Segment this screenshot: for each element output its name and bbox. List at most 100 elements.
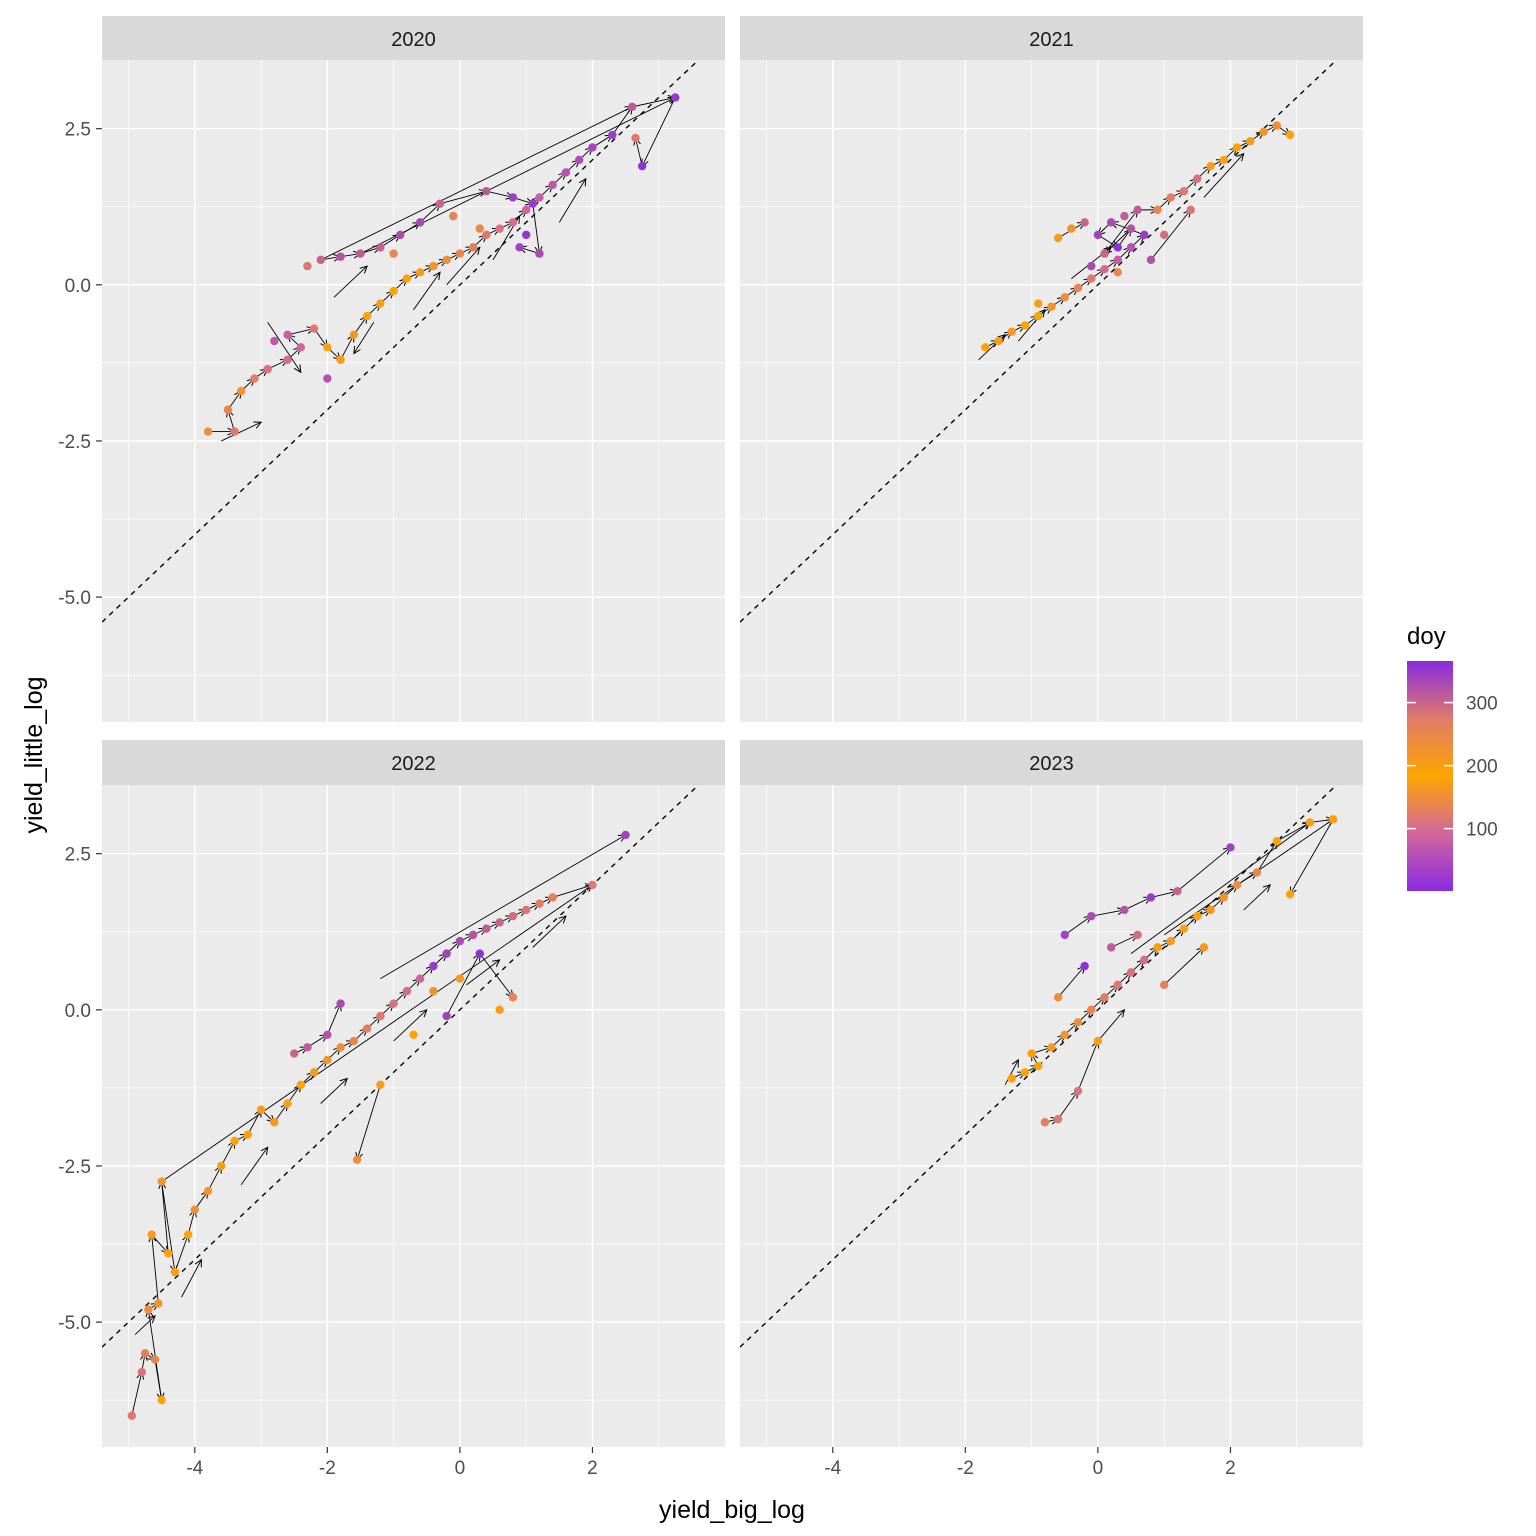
data-point [508, 911, 518, 921]
data-point [548, 180, 557, 190]
data-point [336, 355, 345, 364]
data-point [495, 918, 504, 927]
data-point [1179, 186, 1189, 196]
path-arrow [446, 954, 480, 1017]
data-point [1087, 911, 1096, 921]
data-point [1133, 930, 1142, 940]
data-point [628, 102, 637, 112]
data-point [309, 324, 319, 333]
data-point [290, 1049, 299, 1058]
x-tick-label: 2 [1225, 1458, 1236, 1479]
path-arrow [174, 1235, 188, 1273]
path-arrow [221, 422, 261, 442]
data-point [415, 218, 425, 227]
facet-strip-label: 2021 [1029, 29, 1074, 51]
data-point [1106, 218, 1116, 227]
facet-strip [102, 16, 725, 60]
y-tick-label: 0.0 [65, 276, 91, 297]
data-point [1087, 1005, 1096, 1015]
data-point [349, 1036, 359, 1046]
path-arrow [240, 1147, 268, 1185]
data-point [1120, 905, 1129, 915]
legend-colorbar [1407, 661, 1453, 891]
data-points [981, 121, 1295, 352]
data-point [1140, 955, 1149, 965]
data-point [1146, 893, 1156, 902]
data-point [1113, 243, 1122, 252]
data-point [127, 1411, 137, 1420]
facet-strip-label: 2022 [391, 753, 436, 775]
data-point [236, 386, 246, 396]
data-point [1040, 1118, 1050, 1127]
legend-label: 100 [1466, 820, 1498, 841]
path-arrow [1104, 210, 1138, 254]
data-point [1007, 327, 1016, 336]
facet-strip-label: 2020 [391, 29, 436, 51]
data-point [1073, 1018, 1083, 1027]
path-arrow [1203, 154, 1244, 198]
data-point [482, 186, 491, 196]
data-point [1252, 868, 1262, 877]
data-point [442, 949, 451, 958]
y-tick-label: 2.5 [65, 845, 91, 866]
data-point [574, 155, 584, 165]
data-point [157, 1395, 166, 1405]
data-point [1027, 1049, 1036, 1058]
data-point [376, 299, 385, 308]
data-point [402, 986, 412, 996]
data-point [1285, 130, 1295, 140]
path-arrow [532, 203, 540, 254]
path-arrow [1077, 1041, 1098, 1092]
reference-line-identity [102, 785, 700, 1348]
data-point [455, 936, 465, 946]
data-point [1080, 218, 1089, 227]
data-point [1020, 1068, 1030, 1077]
path-arrow [267, 322, 301, 372]
data-point [1100, 993, 1109, 1002]
data-point [1067, 224, 1076, 233]
data-point [1053, 993, 1063, 1002]
path-arrow [187, 1210, 195, 1235]
data-point [508, 993, 518, 1002]
panel-grid [102, 60, 725, 722]
data-point [1219, 155, 1229, 165]
data-point [190, 1205, 199, 1214]
facet-panel-2023: 2023 -4 -2 0 2 [740, 740, 1363, 1479]
data-point [1166, 936, 1175, 946]
x-axis-title: yield_big_log [659, 1496, 805, 1524]
data-point [475, 224, 484, 233]
data-point [1153, 205, 1162, 215]
y-axis-title: yield_little_log [20, 676, 48, 833]
data-point [415, 974, 425, 983]
path-arrow [247, 1110, 261, 1135]
data-point [1126, 224, 1136, 233]
legend-ticks: 100 200 300 [1407, 694, 1498, 841]
data-point [270, 1118, 279, 1127]
data-point [296, 1080, 306, 1089]
data-point [1080, 961, 1089, 971]
data-point [144, 1305, 153, 1314]
facet-strip [102, 740, 725, 785]
data-point [455, 249, 465, 258]
data-point [475, 949, 484, 958]
data-point [389, 249, 398, 258]
data-point [1126, 968, 1136, 977]
data-point [1113, 268, 1122, 277]
data-point [442, 1011, 451, 1021]
data-point [396, 230, 405, 240]
data-point [303, 1043, 312, 1052]
data-point [1100, 265, 1109, 274]
data-point [376, 1011, 385, 1021]
path-arrow [1163, 947, 1204, 986]
path-arrow [1057, 1091, 1078, 1120]
path-arrow [220, 1141, 234, 1167]
data-point [336, 999, 345, 1008]
data-point [482, 230, 491, 240]
data-point [1193, 174, 1202, 183]
data-point [356, 249, 365, 258]
data-point [1073, 1086, 1083, 1096]
data-point [671, 93, 680, 102]
data-point [1206, 161, 1215, 171]
data-point [1034, 1061, 1043, 1071]
